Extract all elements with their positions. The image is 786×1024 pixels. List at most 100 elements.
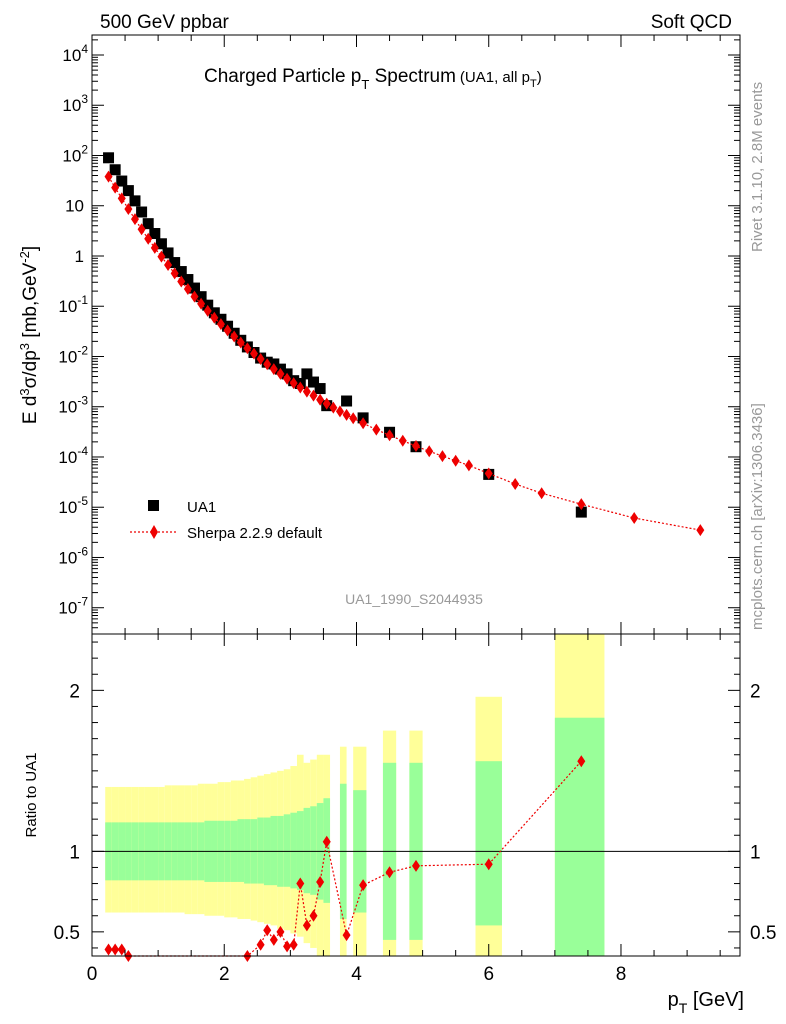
main-y-tick-label: 10-1 [58, 293, 88, 316]
legend: UA1 Sherpa 2.2.9 default [130, 499, 323, 542]
ua1-data-point [122, 185, 134, 197]
sherpa-data-point [230, 330, 239, 343]
sherpa-data-point [359, 417, 368, 430]
ratio-panel: 0.5 0.5 1 1 2 2 0 2 4 6 8 Ratio to UA1 pT [GeV] [23, 633, 776, 1016]
sherpa-data-point [296, 381, 305, 394]
ratio-plot-marks [92, 634, 740, 962]
legend-ua1-label: UA1 [187, 499, 216, 516]
sherpa-data-point [210, 311, 219, 324]
ua1-data-point [129, 195, 141, 207]
x-tick-label: 2 [219, 964, 230, 985]
ua1-data-point [341, 395, 353, 407]
main-y-tick-label: 10-4 [58, 444, 88, 467]
sherpa-data-point [425, 445, 434, 458]
main-plot-frame [91, 34, 741, 635]
main-title: Charged Particle pT Spectrum (UA1, all pT… [204, 66, 542, 92]
ratio-y-tick-label-right: 2 [750, 681, 761, 702]
main-y-tick-label: 10 [65, 197, 84, 216]
uncertainty-band-inner [310, 806, 317, 895]
ratio-y-tick-label-right: 1 [750, 842, 761, 863]
sherpa-data-point [398, 434, 407, 447]
uncertainty-band-inner [237, 819, 245, 882]
uncertainty-band-inner [283, 814, 291, 887]
sherpa-data-point [309, 389, 318, 402]
main-y-tick-label: 10-2 [58, 343, 88, 366]
sherpa-data-point [289, 377, 298, 390]
sherpa-data-point [104, 170, 113, 183]
ratio-data-point [412, 859, 420, 872]
ratio-data-point [316, 875, 325, 888]
x-tick-label: 0 [87, 964, 98, 985]
ua1-data-point [103, 152, 115, 164]
uncertainty-band-inner [290, 812, 297, 889]
uncertainty-band-inner [323, 798, 331, 903]
sherpa-data-point [197, 297, 206, 310]
sherpa-data-point [130, 213, 139, 226]
sherpa-data-point [537, 487, 546, 500]
uncertainty-band-inner [475, 761, 502, 926]
ratio-data-point [309, 909, 318, 922]
sherpa-data-point [111, 181, 120, 194]
ratio-data-point [276, 925, 285, 938]
sherpa-data-point [412, 440, 420, 453]
ua1-data-point [149, 228, 161, 240]
ratio-plot-frame [91, 633, 741, 957]
x-axis-label: pT [GeV] [668, 989, 744, 1016]
ua1-data-point [155, 238, 167, 250]
sherpa-data-point [342, 408, 351, 421]
sherpa-data-point [183, 283, 192, 296]
ua1-data-point [182, 274, 194, 286]
sherpa-data-point [216, 318, 225, 331]
main-y-tick-label: 10-6 [58, 544, 88, 567]
main-y-axis-label: E d3σ/dp3 [mb,GeV-2] [17, 246, 41, 424]
ua1-data-point [314, 383, 326, 395]
ratio-data-point [342, 929, 351, 942]
sherpa-data-point [484, 467, 493, 480]
main-y-tick-label: 10-7 [58, 595, 88, 618]
ratio-y-axis-label: Ratio to UA1 [23, 752, 40, 837]
sherpa-data-point [144, 232, 153, 245]
ua1-data-point [162, 247, 174, 259]
sherpa-data-point [223, 324, 232, 337]
sherpa-line [107, 176, 701, 531]
sherpa-data-point [385, 429, 394, 442]
sherpa-data-point [276, 367, 285, 380]
sherpa-data-point [164, 259, 173, 272]
sherpa-data-point [349, 412, 358, 425]
sherpa-data-point [451, 454, 460, 467]
main-y-tick-label: 10-3 [58, 394, 88, 417]
sherpa-data-point [203, 304, 212, 317]
main-plot-marks [103, 152, 705, 537]
sherpa-data-point [630, 512, 639, 525]
rivet-version-label: Rivet 3.1.10, 2.8M events [749, 82, 766, 252]
ratio-y-tick-label-left: 0.5 [54, 923, 80, 944]
sherpa-data-point [256, 353, 265, 366]
legend-ua1-marker [148, 500, 159, 511]
ua1-data-point [109, 164, 121, 176]
ratio-data-point [283, 940, 292, 953]
ua1-data-point [142, 218, 154, 230]
main-panel: 10-7 10-6 10-5 10-4 10-3 10-2 10-1 1 10 102 103 104… [17, 34, 741, 635]
sherpa-data-point [236, 336, 245, 349]
main-y-tick-label: 102 [62, 142, 88, 165]
main-axis-ticks: 10-7 10-6 10-5 10-4 10-3 10-2 10-1 1 10 102 103 104 [58, 35, 740, 635]
legend-sherpa-marker [150, 525, 158, 539]
uncertainty-band-inner [257, 817, 264, 884]
header-left: 500 GeV ppbar [100, 12, 230, 33]
sherpa-data-point [335, 405, 344, 418]
mcplots-reference-label: mcplots.cern.ch [arXiv:1306.3436] [749, 403, 766, 630]
uncertainty-band-inner [296, 811, 304, 890]
ua1-data-point [188, 282, 200, 294]
ratio-data-point [289, 938, 298, 951]
sherpa-data-point [137, 223, 146, 236]
sherpa-data-point [329, 401, 338, 414]
sherpa-data-point [316, 393, 325, 406]
ratio-data-point [385, 866, 394, 879]
x-tick-label: 6 [483, 964, 494, 985]
sherpa-data-point [157, 250, 166, 263]
ratio-data-point [577, 755, 586, 768]
ua1-data-point [169, 257, 181, 269]
main-y-tick-label: 1 [75, 247, 84, 266]
ratio-data-point [263, 924, 272, 937]
